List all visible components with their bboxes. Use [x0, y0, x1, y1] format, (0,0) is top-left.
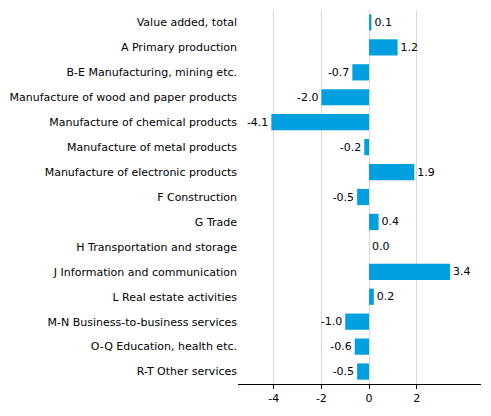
svg-text:G Trade: G Trade: [195, 216, 237, 229]
svg-text:-0.5: -0.5: [333, 365, 354, 378]
svg-text:Manufacture of chemical produc: Manufacture of chemical products: [49, 116, 237, 129]
svg-text:J Information and communicatio: J Information and communication: [53, 266, 237, 279]
svg-text:-0.5: -0.5: [333, 191, 354, 204]
svg-text:2: 2: [413, 392, 420, 405]
svg-text:B-E Manufacturing, mining etc.: B-E Manufacturing, mining etc.: [67, 66, 237, 79]
svg-text:F Construction: F Construction: [157, 191, 237, 204]
svg-text:Manufacture of metal products: Manufacture of metal products: [67, 141, 237, 154]
svg-text:H Transportation and storage: H Transportation and storage: [76, 241, 237, 254]
svg-text:-0.6: -0.6: [330, 340, 351, 353]
svg-text:-0.7: -0.7: [328, 66, 349, 79]
svg-text:Value added, total: Value added, total: [137, 16, 237, 29]
svg-text:0: 0: [366, 392, 373, 405]
svg-text:L Real estate activities: L Real estate activities: [112, 291, 237, 304]
svg-text:0.2: 0.2: [377, 290, 395, 303]
svg-text:-4.1: -4.1: [247, 116, 268, 129]
svg-text:M-N Business-to-business servi: M-N Business-to-business services: [48, 316, 238, 329]
svg-text:-2: -2: [316, 392, 327, 405]
svg-text:-2.0: -2.0: [297, 91, 318, 104]
svg-text:-1.0: -1.0: [321, 315, 342, 328]
svg-text:0.0: 0.0: [372, 240, 390, 253]
svg-text:-4: -4: [268, 392, 279, 405]
svg-text:Manufacture of electronic prod: Manufacture of electronic products: [45, 166, 238, 179]
svg-text:0.1: 0.1: [374, 16, 392, 29]
svg-text:R-T Other services: R-T Other services: [137, 365, 238, 378]
svg-text:1.9: 1.9: [417, 166, 435, 179]
svg-text:A Primary production: A Primary production: [121, 41, 237, 54]
svg-text:1.2: 1.2: [401, 41, 419, 54]
svg-text:3.4: 3.4: [453, 265, 471, 278]
svg-text:Manufacture of wood and paper: Manufacture of wood and paper products: [10, 91, 238, 104]
svg-text:O-Q Education, health etc.: O-Q Education, health etc.: [91, 340, 237, 353]
svg-text:0.4: 0.4: [382, 215, 400, 228]
svg-text:-0.2: -0.2: [340, 141, 361, 154]
